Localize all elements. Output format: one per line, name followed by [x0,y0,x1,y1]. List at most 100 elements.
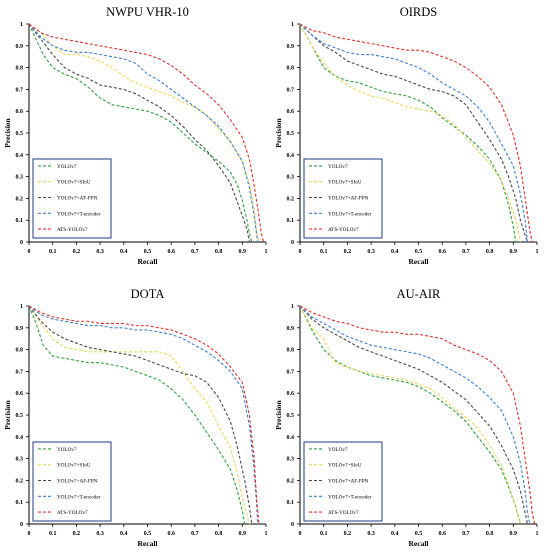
x-axis-label: Recall [409,539,429,548]
y-tick-label: 0.2 [287,478,295,484]
series-line-yolov7-t-encoder [299,305,531,525]
y-tick-label: 0.8 [16,66,24,72]
x-tick-label: 0.6 [167,531,175,537]
series-line-yolov7 [28,23,253,243]
legend-entry: ATS-YOLOv7 [57,227,88,233]
y-tick-label: 0.8 [287,66,295,72]
y-tick-label: 0.6 [287,391,295,397]
y-tick-label: 0 [20,522,23,528]
x-axis-label: Recall [138,539,158,548]
y-tick-label: 0.8 [287,348,295,354]
legend-entry: YOLOv7+SIoU [57,180,91,186]
chart-panel-1: NWPU VHR-10 0 0.1 0.2 0.3 0.4 0.5 0.6 0.7 0.8 0.9 1… [3,5,268,266]
legend-box [303,441,383,522]
chart-panel-3: DOTA 0 0.1 0.2 0.3 0.4 0.5 0.6 0.7 0.8 0.9 1 0 0.1 0.2… [3,287,268,548]
y-tick-label: 0.7 [287,87,295,93]
x-tick-label: 0.9 [239,249,247,255]
chart-title: AU-AIR [397,287,441,301]
x-tick-label: 0.2 [73,249,81,255]
legend-entry: YOLOv7+AF-FPN [57,479,98,485]
legend-entry: YOLOv7 [57,164,77,170]
y-tick-label: 1 [291,304,294,310]
y-tick-label: 0.4 [16,153,24,159]
chart-panel-2: OIRDS 0 0.1 0.2 0.3 0.4 0.5 0.6 0.7 0.8 0.9 1 0 0.1 0.… [274,5,539,266]
legend-box [32,441,112,522]
x-tick-label: 0.3 [96,249,104,255]
x-tick-label: 0.5 [415,531,423,537]
y-tick-label: 0.7 [16,87,24,93]
legend-entry: ATS-YOLOv7 [328,227,359,233]
x-tick-label: 0.4 [120,531,128,537]
x-tick-label: 1 [265,531,268,537]
x-tick-label: 0 [28,249,31,255]
legend-entry: YOLOv7+AF-FPN [328,479,369,485]
x-tick-label: 0.8 [486,531,494,537]
x-tick-label: 0.4 [391,249,399,255]
series-line-ats-yolov7 [299,305,536,525]
x-tick-label: 0.1 [49,249,57,255]
series-line-yolov7-t-encoder [28,23,259,243]
x-tick-label: 0.2 [344,249,352,255]
x-tick-label: 0.7 [191,531,199,537]
legend-entry: YOLOv7+T-encoder [328,494,372,500]
series-line-yolov7-af-fpn [28,23,250,243]
series-line-yolov7 [299,305,521,525]
x-tick-label: 0.2 [344,531,352,537]
series-line-yolov7-siou [299,305,521,525]
y-tick-label: 0.8 [16,348,24,354]
x-tick-label: 0.5 [144,249,152,255]
x-tick-label: 1 [536,531,539,537]
y-tick-label: 0.6 [287,109,295,115]
x-tick-label: 0.3 [96,531,104,537]
x-tick-label: 1 [265,249,268,255]
x-tick-label: 0.9 [239,531,247,537]
legend-entry: YOLOv7+T-encoder [57,211,101,217]
legend: YOLOv7 YOLOv7+SIoU YOLOv7+AF-FPN YOLOv7+T-e… [32,441,112,522]
legend-entry: YOLOv7+SIoU [57,463,91,469]
x-tick-label: 0.9 [510,249,518,255]
y-tick-label: 0.9 [16,44,24,50]
series-line-yolov7 [28,305,246,525]
y-tick-label: 0.4 [287,435,295,441]
legend-entry: ATS-YOLOv7 [328,510,359,516]
legend-entry: YOLOv7+AF-FPN [328,196,369,202]
y-tick-label: 0.3 [16,175,24,181]
series-line-yolov7-t-encoder [28,305,259,525]
y-tick-label: 0.7 [16,369,24,375]
series-line-yolov7-t-encoder [299,23,529,243]
x-tick-label: 0 [28,531,31,537]
x-tick-label: 0 [299,249,302,255]
chart-title: NWPU VHR-10 [106,5,189,19]
y-tick-label: 0.5 [287,413,295,419]
x-tick-label: 0.4 [120,249,128,255]
series-line-yolov7-af-fpn [299,305,529,525]
chart-title: OIRDS [400,5,438,19]
series-line-yolov7 [299,23,517,243]
y-tick-label: 0.5 [287,131,295,137]
legend-entry: YOLOv7+SIoU [328,180,362,186]
legend-entry: YOLOv7 [328,447,348,453]
legend: YOLOv7 YOLOv7+SIoU YOLOv7+AF-FPN YOLOv7+T-e… [32,158,112,239]
y-tick-label: 0.1 [287,500,295,506]
series-line-yolov7-siou [299,23,521,243]
y-tick-label: 0.3 [287,457,295,463]
series-line-ats-yolov7 [299,23,533,243]
x-tick-label: 0.4 [391,531,399,537]
y-tick-label: 0.3 [287,175,295,181]
legend-entry: YOLOv7+SIoU [328,463,362,469]
y-tick-label: 0.2 [287,196,295,202]
x-tick-label: 0.8 [486,249,494,255]
x-tick-label: 0.1 [320,531,328,537]
x-axis-label: Recall [138,257,158,266]
legend: YOLOv7 YOLOv7+SIoU YOLOv7+AF-FPN YOLOv7+T-e… [303,158,383,239]
y-tick-label: 0.1 [16,218,24,224]
y-axis-label: Precision [274,399,283,429]
legend-entry: YOLOv7 [328,164,348,170]
legend-entry: YOLOv7+AF-FPN [57,196,98,202]
x-tick-label: 0.6 [167,249,175,255]
legend-box [303,158,383,239]
x-tick-label: 1 [536,249,539,255]
y-tick-label: 0.2 [16,196,24,202]
x-tick-label: 0.1 [320,249,328,255]
